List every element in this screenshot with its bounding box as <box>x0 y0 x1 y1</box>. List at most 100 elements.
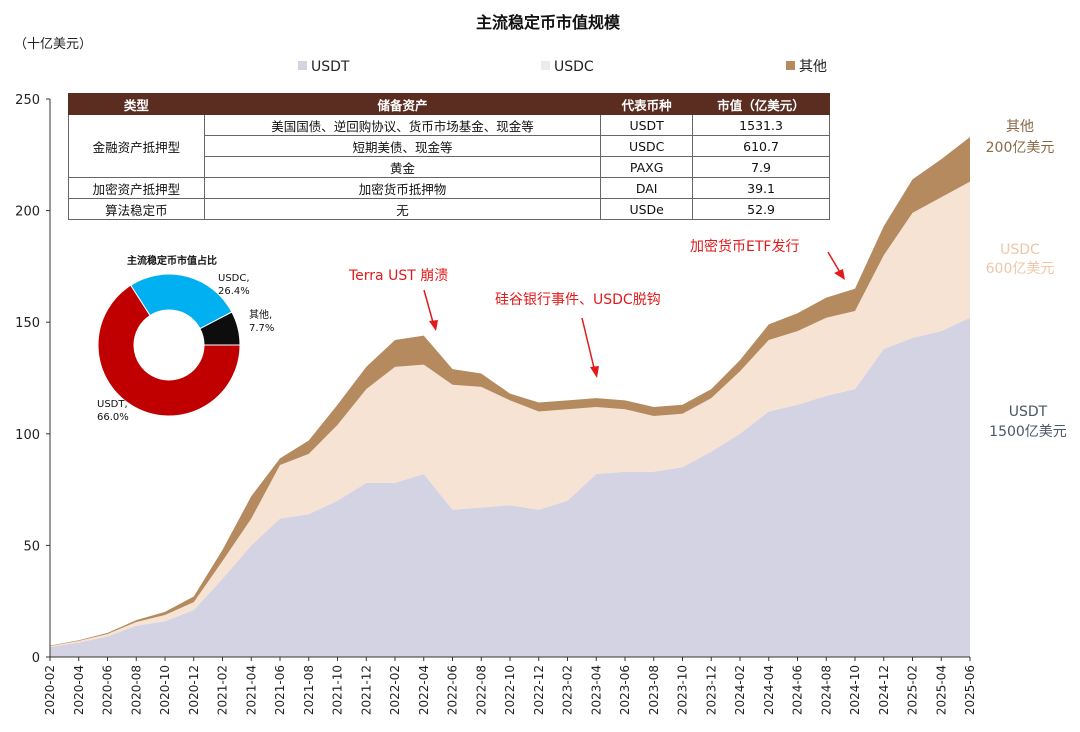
x-tick-label: 2020-10 <box>158 665 172 715</box>
pie-title: 主流稳定币市值占比 <box>127 254 217 267</box>
legend-swatch-usdt <box>298 61 307 70</box>
x-tick-label: 2024-12 <box>877 665 891 715</box>
reserve-table: 类型 储备资产 代表币种 市值（亿美元） 金融资产抵押型 美国国债、逆回购协议、… <box>68 93 830 220</box>
x-tick-label: 2022-04 <box>417 665 431 715</box>
table-row: 加密资产抵押型 加密货币抵押物 DAI 39.1 <box>68 177 830 199</box>
pie-pct-other: 7.7% <box>249 323 274 334</box>
pie-slice-0 <box>97 284 241 417</box>
x-tick-label: 2023-06 <box>618 665 632 715</box>
x-tick-label: 2025-06 <box>963 665 977 715</box>
annotations: Terra UST 崩溃 硅谷银行事件、USDC脱钩 加密货币ETF发行 <box>348 238 845 378</box>
pie-slice-2 <box>199 311 241 346</box>
series-end-labels: 其他 200亿美元 USDC 600亿美元 USDT 1500亿美元 <box>986 119 1067 440</box>
legend-label-other: 其他 <box>799 59 827 75</box>
table-row: 短期美债、现金等 USDC 610.7 <box>69 135 830 157</box>
donut-chart <box>97 273 241 417</box>
x-tick-label: 2020-12 <box>187 665 201 715</box>
pie-pct-usdc: 26.4% <box>218 286 250 297</box>
header-coin: 代表币种 <box>600 93 694 115</box>
y-axis-unit: （十亿美元） <box>14 37 92 52</box>
pie-labels: USDC, 26.4% 其他, 7.7% USDT, 66.0% <box>97 273 274 423</box>
area-series-USDT <box>50 317 970 657</box>
pie-label-other: 其他, <box>249 308 272 321</box>
x-tick-label: 2020-06 <box>101 665 115 715</box>
cap-cell: 1531.3 <box>692 114 830 136</box>
end-label-usdt-name: USDT <box>1009 404 1048 420</box>
legend-swatch-other <box>786 61 795 70</box>
x-tick-label: 2023-10 <box>676 665 690 715</box>
x-tick-label: 2023-02 <box>561 665 575 715</box>
y-axis-ticks: 0 50 100 150 200 250 <box>15 93 50 666</box>
legend-label-usdt: USDT <box>311 59 350 75</box>
reserve-cell: 加密货币抵押物 <box>203 177 602 199</box>
x-tick-label: 2023-12 <box>704 665 718 715</box>
x-tick-label: 2020-04 <box>72 665 86 715</box>
y-tick-label: 150 <box>15 316 40 331</box>
annotation-etf-arrowhead <box>834 269 845 280</box>
table-header-row: 类型 储备资产 代表币种 市值（亿美元） <box>68 93 830 115</box>
x-tick-label: 2022-06 <box>446 665 460 715</box>
end-label-other-value: 200亿美元 <box>986 140 1055 156</box>
y-tick-label: 0 <box>32 651 40 666</box>
end-label-usdc-name: USDC <box>1000 242 1040 258</box>
pie-slice-1 <box>130 273 233 330</box>
x-axis-ticks: 2020-02 2020-04 2020-06 2020-08 2020-10 2020-… <box>43 657 977 715</box>
x-tick-label: 2021-02 <box>216 665 230 715</box>
legend-label-usdc: USDC <box>554 59 594 75</box>
x-tick-label: 2025-04 <box>934 665 948 715</box>
pie-label-usdt: USDT, <box>97 399 128 410</box>
coin-cell: USDT <box>600 114 694 136</box>
annotation-terra: Terra UST 崩溃 <box>348 268 448 284</box>
end-label-other-name: 其他 <box>1006 119 1034 135</box>
annotation-svb-arrowhead <box>590 366 599 378</box>
reserve-cell: 无 <box>203 198 602 220</box>
x-tick-label: 2021-06 <box>273 665 287 715</box>
x-tick-label: 2024-04 <box>762 665 776 715</box>
group-cell: 金融资产抵押型 <box>68 114 205 178</box>
y-tick-label: 200 <box>15 205 40 220</box>
x-tick-label: 2022-08 <box>474 665 488 715</box>
x-tick-label: 2024-02 <box>733 665 747 715</box>
annotation-etf-arrow <box>827 251 842 275</box>
chart-title: 主流稳定币市值规模 <box>476 13 621 32</box>
x-tick-label: 2022-12 <box>532 665 546 715</box>
x-tick-label: 2022-10 <box>503 665 517 715</box>
annotation-svb-arrow <box>581 317 596 373</box>
reserve-cell: 短期美债、现金等 <box>203 135 602 157</box>
cap-cell: 39.1 <box>692 177 830 199</box>
header-type: 类型 <box>68 93 205 115</box>
cap-cell: 610.7 <box>692 135 830 157</box>
y-tick-label: 100 <box>15 428 40 443</box>
reserve-cell: 美国国债、逆回购协议、货币市场基金、现金等 <box>203 114 602 136</box>
legend: USDT USDC 其他 <box>298 59 827 75</box>
table-row: 金融资产抵押型 美国国债、逆回购协议、货币市场基金、现金等 USDT 1531.… <box>68 114 830 178</box>
x-tick-label: 2020-08 <box>129 665 143 715</box>
x-tick-label: 2024-06 <box>791 665 805 715</box>
x-tick-label: 2024-08 <box>819 665 833 715</box>
area-layers <box>50 136 970 657</box>
x-tick-label: 2020-02 <box>43 665 57 715</box>
end-label-usdc-value: 600亿美元 <box>986 261 1055 277</box>
header-reserve: 储备资产 <box>203 93 602 115</box>
area-series-USDC <box>50 181 970 647</box>
annotation-svb: 硅谷银行事件、USDC脱钩 <box>495 292 661 308</box>
x-tick-label: 2024-10 <box>848 665 862 715</box>
annotation-terra-arrowhead <box>429 320 438 331</box>
cap-cell: 52.9 <box>692 198 830 220</box>
x-tick-label: 2025-02 <box>906 665 920 715</box>
header-cap: 市值（亿美元） <box>692 93 830 115</box>
x-tick-label: 2021-12 <box>359 665 373 715</box>
end-label-usdt-value: 1500亿美元 <box>989 424 1067 440</box>
coin-cell: PAXG <box>600 156 694 178</box>
coin-cell: USDe <box>600 198 694 220</box>
annotation-etf: 加密货币ETF发行 <box>690 238 799 255</box>
x-tick-label: 2021-10 <box>331 665 345 715</box>
x-tick-label: 2021-04 <box>244 665 258 715</box>
table-row: 算法稳定币 无 USDe 52.9 <box>68 198 830 220</box>
x-tick-label: 2022-02 <box>388 665 402 715</box>
legend-swatch-usdc <box>541 61 550 70</box>
coin-cell: DAI <box>600 177 694 199</box>
y-tick-label: 50 <box>23 539 40 554</box>
pie-pct-usdt: 66.0% <box>97 412 129 423</box>
